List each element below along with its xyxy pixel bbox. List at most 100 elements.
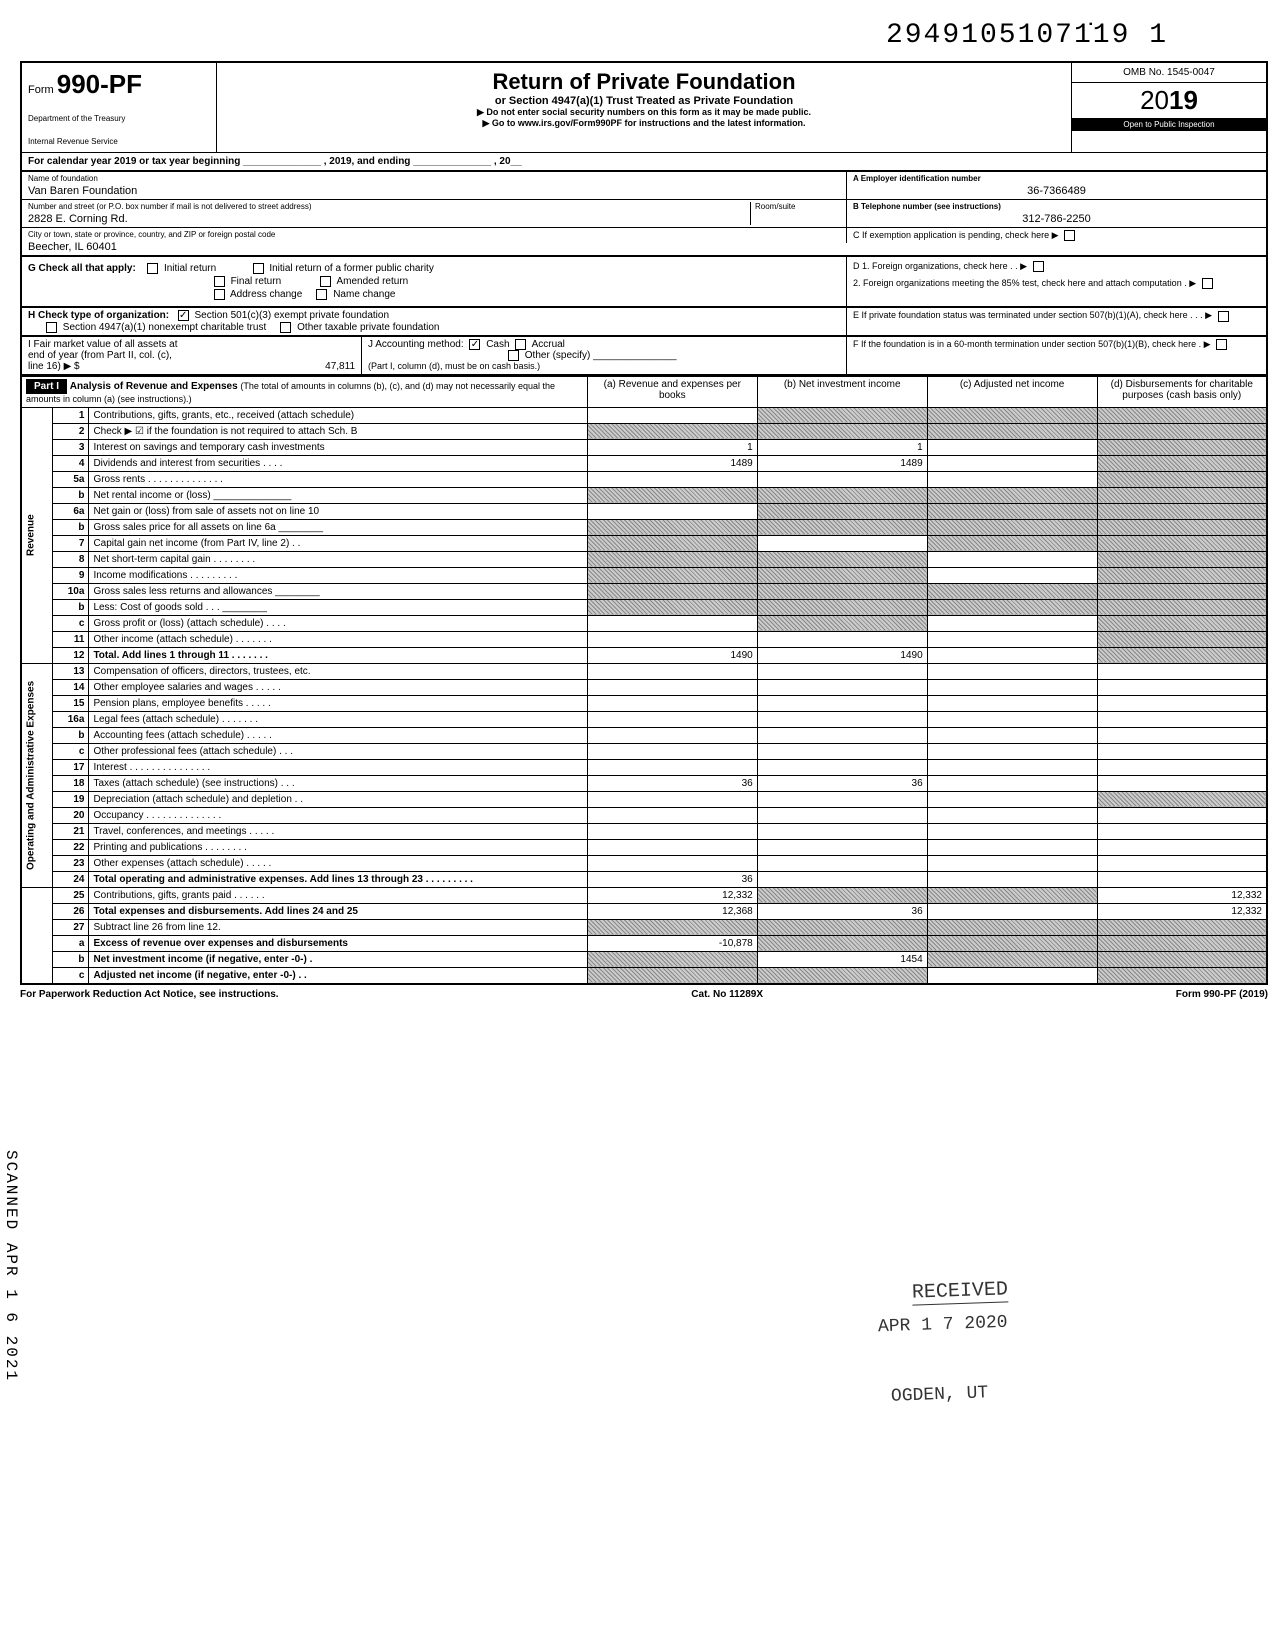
- row-desc: Travel, conferences, and meetings . . . …: [89, 823, 587, 839]
- row-desc: Printing and publications . . . . . . . …: [89, 839, 587, 855]
- row-desc: Occupancy . . . . . . . . . . . . . .: [89, 807, 587, 823]
- row-num: 10a: [53, 583, 89, 599]
- table-row: 12Total. Add lines 1 through 11 . . . . …: [21, 647, 1267, 663]
- form-title: Return of Private Foundation: [223, 69, 1065, 95]
- row-num: 25: [53, 887, 89, 903]
- table-row: 19Depreciation (attach schedule) and dep…: [21, 791, 1267, 807]
- city-value: Beecher, IL 60401: [28, 241, 840, 253]
- row-num: 3: [53, 439, 89, 455]
- h-4947: Section 4947(a)(1) nonexempt charitable …: [63, 322, 266, 333]
- d1-text: D 1. Foreign organizations, check here .…: [853, 261, 1027, 271]
- d2-checkbox[interactable]: [1202, 278, 1213, 289]
- cell-value: 1490: [587, 647, 757, 663]
- form-note-2: ▶ Go to www.irs.gov/Form990PF for instru…: [223, 118, 1065, 129]
- h-501c3: Section 501(c)(3) exempt private foundat…: [194, 311, 389, 322]
- g-final-checkbox[interactable]: [214, 276, 225, 287]
- j-other-checkbox[interactable]: [508, 350, 519, 361]
- cell-value: 12,332: [587, 887, 757, 903]
- h-4947-checkbox[interactable]: [46, 322, 57, 333]
- row-desc: Net short-term capital gain . . . . . . …: [89, 551, 587, 567]
- row-num: 7: [53, 535, 89, 551]
- d1-checkbox[interactable]: [1033, 261, 1044, 272]
- table-row: 24Total operating and administrative exp…: [21, 871, 1267, 887]
- row-desc: Net gain or (loss) from sale of assets n…: [89, 503, 587, 519]
- table-row: bNet investment income (if negative, ent…: [21, 951, 1267, 967]
- h-501c3-checkbox[interactable]: [178, 310, 189, 321]
- row-num: 18: [53, 775, 89, 791]
- row-desc: Other expenses (attach schedule) . . . .…: [89, 855, 587, 871]
- d2-text: 2. Foreign organizations meeting the 85%…: [853, 278, 1196, 288]
- row-desc-bold: Excess of revenue over expenses and disb…: [93, 938, 348, 949]
- row-desc-bold: Total expenses and disbursements. Add li…: [93, 906, 358, 917]
- form-id-block: Form 990-PF Department of the Treasury I…: [22, 63, 217, 152]
- form-subtitle: or Section 4947(a)(1) Trust Treated as P…: [223, 95, 1065, 107]
- e-checkbox[interactable]: [1218, 311, 1229, 322]
- row-desc: Other income (attach schedule) . . . . .…: [89, 631, 587, 647]
- g-amended-checkbox[interactable]: [320, 276, 331, 287]
- cell-value: 1489: [757, 455, 927, 471]
- f-checkbox[interactable]: [1216, 339, 1227, 350]
- calendar-year-line: For calendar year 2019 or tax year begin…: [20, 152, 1268, 170]
- g-address: Address change: [230, 289, 302, 300]
- row-desc-bold: Net investment income (if negative, ente…: [93, 954, 312, 965]
- g-initial: Initial return: [164, 263, 216, 274]
- year-prefix: 20: [1140, 85, 1169, 115]
- c-label: C If exemption application is pending, c…: [853, 230, 1059, 240]
- j-cash-checkbox[interactable]: [469, 339, 480, 350]
- received-date-stamp: APR 1 7 2020: [878, 1313, 1008, 1338]
- row-desc: Contributions, gifts, grants paid . . . …: [89, 887, 587, 903]
- table-row: bAccounting fees (attach schedule) . . .…: [21, 727, 1267, 743]
- row-desc: Total. Add lines 1 through 11 . . . . . …: [89, 647, 587, 663]
- row-num: 19: [53, 791, 89, 807]
- ogden-stamp: OGDEN, UT: [890, 1383, 988, 1406]
- h-other-checkbox[interactable]: [280, 322, 291, 333]
- row-desc: Pension plans, employee benefits . . . .…: [89, 695, 587, 711]
- d1-label: D 1. Foreign organizations, check here .…: [853, 261, 1260, 272]
- row-num: 11: [53, 631, 89, 647]
- g-name-checkbox[interactable]: [316, 289, 327, 300]
- table-row: 10aGross sales less returns and allowanc…: [21, 583, 1267, 599]
- row-desc: Other professional fees (attach schedule…: [89, 743, 587, 759]
- cell-value: -10,878: [587, 935, 757, 951]
- g-former: Initial return of a former public charit…: [269, 263, 434, 274]
- j-note: (Part I, column (d), must be on cash bas…: [368, 361, 840, 371]
- j-accrual: Accrual: [532, 339, 565, 350]
- d2-label: 2. Foreign organizations meeting the 85%…: [853, 278, 1260, 289]
- g-address-checkbox[interactable]: [214, 289, 225, 300]
- row-desc: Total operating and administrative expen…: [89, 871, 587, 887]
- col-b-header: (b) Net investment income: [757, 376, 927, 408]
- table-row: 11Other income (attach schedule) . . . .…: [21, 631, 1267, 647]
- e-label: E If private foundation status was termi…: [853, 310, 1212, 320]
- form-header: Form 990-PF Department of the Treasury I…: [20, 61, 1268, 152]
- dept-treasury: Department of the Treasury: [28, 114, 210, 123]
- row-desc-bold: Total operating and administrative expen…: [93, 874, 473, 885]
- cell-value: 12,368: [587, 903, 757, 919]
- table-row: cAdjusted net income (if negative, enter…: [21, 967, 1267, 984]
- part1-title: Analysis of Revenue and Expenses: [70, 381, 238, 392]
- received-stamp: RECEIVED: [912, 1278, 1009, 1305]
- c-checkbox[interactable]: [1064, 230, 1075, 241]
- j-accrual-checkbox[interactable]: [515, 339, 526, 350]
- g-amended: Amended return: [337, 276, 409, 287]
- row-desc: Interest on savings and temporary cash i…: [89, 439, 587, 455]
- row-num: 1: [53, 407, 89, 423]
- row-desc: Compensation of officers, directors, tru…: [89, 663, 587, 679]
- address-label: Number and street (or P.O. box number if…: [28, 202, 750, 211]
- table-row: 27Subtract line 26 from line 12.: [21, 919, 1267, 935]
- expenses-side-label: Operating and Administrative Expenses: [21, 663, 53, 887]
- row-num: 9: [53, 567, 89, 583]
- table-row: 5aGross rents . . . . . . . . . . . . . …: [21, 471, 1267, 487]
- row-num: c: [53, 743, 89, 759]
- row-desc: Subtract line 26 from line 12.: [89, 919, 587, 935]
- room-label: Room/suite: [755, 202, 840, 211]
- row-num: b: [53, 599, 89, 615]
- table-row: 7Capital gain net income (from Part IV, …: [21, 535, 1267, 551]
- cell-value: 1: [587, 439, 757, 455]
- table-row: 18Taxes (attach schedule) (see instructi…: [21, 775, 1267, 791]
- part1-label: Part I: [26, 379, 67, 394]
- g-initial-checkbox[interactable]: [147, 263, 158, 274]
- g-former-checkbox[interactable]: [253, 263, 264, 274]
- row-num: 4: [53, 455, 89, 471]
- row-desc: Income modifications . . . . . . . . .: [89, 567, 587, 583]
- row-desc: Capital gain net income (from Part IV, l…: [89, 535, 587, 551]
